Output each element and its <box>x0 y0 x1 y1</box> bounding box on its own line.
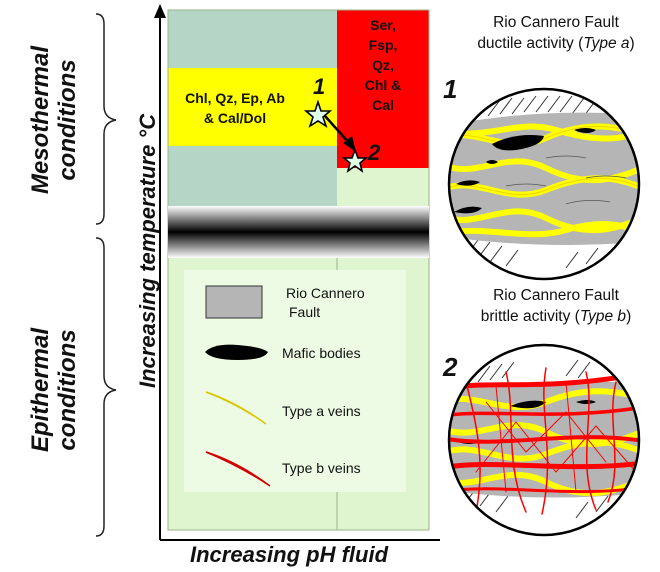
transition-band <box>168 206 429 258</box>
legend-type-a-label: Type a veins <box>282 403 361 419</box>
star-2 <box>341 147 369 173</box>
yellow-region <box>168 68 337 146</box>
legend-type-b-label: Type b veins <box>282 460 361 476</box>
legend-mafic-swatch <box>205 344 268 360</box>
legend-mafic-label: Mafic bodies <box>282 345 361 361</box>
panel-2-title: Rio Cannero Fault brittle activity (Type… <box>480 287 632 325</box>
ductile-fault-circle <box>447 87 641 281</box>
star-1-label: 1 <box>313 74 326 99</box>
red-mineral-label: Ser, Fsp, Qz, Chl & Cal <box>364 17 402 113</box>
upper-green-left <box>168 180 337 206</box>
star-1 <box>303 99 333 128</box>
brittle-fault-circle <box>447 343 641 537</box>
panel-1-title: Rio Cannero Fault ductile activity (Type… <box>477 14 635 52</box>
panel-2-number: 2 <box>443 352 458 382</box>
x-axis-label: Increasing pH fluid <box>190 542 389 567</box>
legend-type-a-swatch <box>205 391 267 425</box>
path-arrow-head <box>343 136 356 152</box>
panel-1-number: 1 <box>443 74 458 104</box>
red-region <box>337 10 429 180</box>
y-axis-arrowhead <box>154 4 166 18</box>
star-2-label: 2 <box>368 140 381 165</box>
main-diagram <box>154 4 440 541</box>
legend-fault-swatch <box>205 285 263 319</box>
field-border <box>167 9 430 531</box>
legend-fault-label: Rio Cannero Fault <box>286 285 365 320</box>
mesothermal-brace <box>95 13 117 225</box>
yellow-mineral-label: Chl, Qz, Ep, Ab & Cal/Dol <box>185 90 285 126</box>
epithermal-brace <box>95 237 117 537</box>
legend-type-b-swatch <box>205 451 271 487</box>
path-arrow-line <box>324 115 351 145</box>
upper-green-strip <box>337 168 429 206</box>
side-braces <box>95 13 117 537</box>
